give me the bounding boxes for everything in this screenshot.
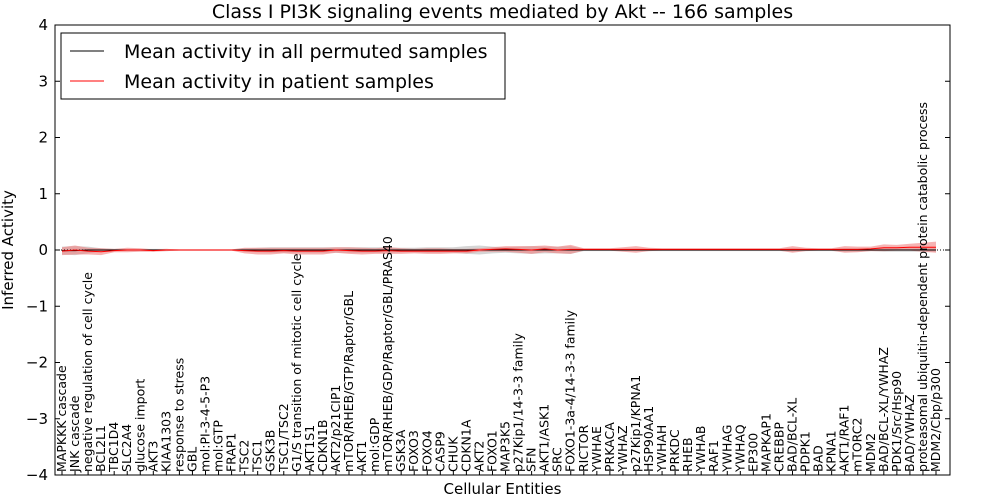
y-tick-label: −3 <box>26 410 48 428</box>
x-tick-label: p27Kip1/14-3-3 family <box>511 332 526 472</box>
x-tick-label: PRKDC <box>667 429 682 472</box>
x-tick-label: YWHAQ <box>732 424 747 473</box>
x-tick-label: glucose import <box>132 379 147 472</box>
x-tick-label: RICTOR <box>576 424 591 472</box>
x-tick-label: AKT1 <box>354 441 369 472</box>
x-tick-label: mol:GDP <box>367 417 382 472</box>
x-tick-label: KPNA1 <box>824 430 839 472</box>
x-tick-label: TSC1 <box>250 440 265 473</box>
x-tick-label: mTOR/RHEB/GDP/Raptor/GBL/PRAS40 <box>380 236 395 472</box>
x-tick-label: MAPKKK cascade <box>54 365 69 472</box>
x-tick-label: FOXO3 <box>406 430 421 472</box>
x-tick-label: YWHAB <box>693 425 708 473</box>
x-tick-label: BCL2L1 <box>93 425 108 472</box>
x-tick-label: BAD <box>811 445 826 472</box>
y-tick-label: −4 <box>26 466 48 484</box>
x-tick-label: AKT2/p21CIP1 <box>328 385 343 472</box>
x-tick-label: CASP9 <box>432 431 447 472</box>
x-tick-label: JNK cascade <box>67 395 82 473</box>
x-tick-label: mTORC2 <box>850 418 865 472</box>
x-tick-label: G1/S transition of mitotic cell cycle <box>289 253 304 472</box>
x-tick-label: HSP90AA1 <box>641 406 656 472</box>
x-tick-label: RHEB <box>680 437 695 472</box>
x-tick-label: CDKN1B <box>315 420 330 472</box>
x-tick-label: BAD/BCL-XL/YWHAZ <box>876 347 891 472</box>
x-tick-label: TSC1/TSC2 <box>276 403 291 473</box>
y-tick-label: −1 <box>26 297 48 315</box>
x-tick-label: MDM2 <box>863 433 878 472</box>
x-tick-label: AKT2 <box>471 441 486 472</box>
series-line-2 <box>61 246 936 253</box>
y-tick-label: 4 <box>38 16 48 34</box>
y-tick-label: 2 <box>38 129 48 147</box>
x-tick-label: RAF1 <box>706 440 721 472</box>
band-series-2 <box>62 241 936 256</box>
x-tick-label: GSK3A <box>393 429 408 472</box>
x-tick-label: CREBBP <box>772 422 787 472</box>
x-axis-label: Cellular Entities <box>444 480 562 498</box>
x-tick-label: CDKN1A <box>458 419 473 472</box>
x-tick-label: KIAA1303 <box>158 411 173 472</box>
x-tick-label: response to stress <box>171 358 186 472</box>
x-tick-label: FOXO4 <box>419 430 434 472</box>
chart-title: Class I PI3K signaling events mediated b… <box>212 1 793 23</box>
x-tick-label: PRKACA <box>602 422 617 472</box>
x-tick-label: YWHAH <box>654 425 669 473</box>
y-tick-label: −2 <box>26 354 48 372</box>
x-tick-label: PDPK1 <box>798 431 813 472</box>
legend-box <box>60 32 506 100</box>
x-tick-label: TBC1D4 <box>106 422 121 473</box>
x-tick-label: YWHAE <box>589 426 604 473</box>
x-tick-label: EP300 <box>745 433 760 472</box>
x-tick-label: mol:PI-3-4-5-P3 <box>198 376 213 472</box>
x-tick-label: TSC2 <box>237 440 252 473</box>
x-tick-label: GBL <box>184 447 199 472</box>
x-tick-label: AKT1/ASK1 <box>537 404 552 472</box>
x-tick-label: PDK1/Src/Hsp90 <box>889 371 904 472</box>
x-tick-label: GSK3B <box>263 430 278 472</box>
x-tick-label: FRAP1 <box>224 433 239 472</box>
x-tick-label: YWHAZ <box>615 425 630 473</box>
x-tick-label: FOXO1 <box>485 430 500 472</box>
x-tick-label: mTOR/RHEB/GTP/Raptor/GBL <box>341 291 356 472</box>
legend-label-1: Mean activity in all permuted samples <box>124 41 487 63</box>
y-tick-label: 3 <box>38 72 48 90</box>
y-axis: −4 −3 −2 −1 0 1 2 3 4 <box>26 16 950 484</box>
y-tick-label: 0 <box>38 241 48 259</box>
x-tick-label: AKT3 <box>145 441 160 472</box>
x-tick-label: MAP3K5 <box>498 421 513 472</box>
x-tick-label: FOXO1-3a-4/14-3-3 family <box>563 309 578 472</box>
x-tick-label: mol:GTP <box>211 420 226 472</box>
x-tick-label: SLC2A4 <box>119 424 134 472</box>
x-tick-label: AKT1S1 <box>302 425 317 472</box>
x-tick-label: BAD/BCL-XL <box>785 398 800 472</box>
legend: Mean activity in all permuted samples Mea… <box>60 32 506 100</box>
x-tick-label: proteasomal ubiquitin-dependent protein … <box>915 102 930 472</box>
x-tick-label: BAD/YWHAZ <box>902 395 917 472</box>
legend-label-2: Mean activity in patient samples <box>124 71 434 93</box>
y-axis-label: Inferred Activity <box>0 190 17 310</box>
x-tick-label: MDM2/Cbp/p300 <box>928 368 943 472</box>
x-tick-label: SRC <box>550 447 565 472</box>
x-tick-label: YWHAG <box>719 425 734 473</box>
y-tick-label: 1 <box>38 185 48 203</box>
x-tick-label: AKT1/RAF1 <box>837 405 852 472</box>
x-tick-label: SFN <box>524 448 539 472</box>
x-tick-label: MAPKAP1 <box>758 413 773 472</box>
x-tick-label: negative regulation of cell cycle <box>80 272 95 472</box>
x-tick-label: CHUK <box>445 436 460 472</box>
x-tick-label: p27Kip1/KPNA1 <box>628 375 643 472</box>
series-lines <box>61 246 936 253</box>
